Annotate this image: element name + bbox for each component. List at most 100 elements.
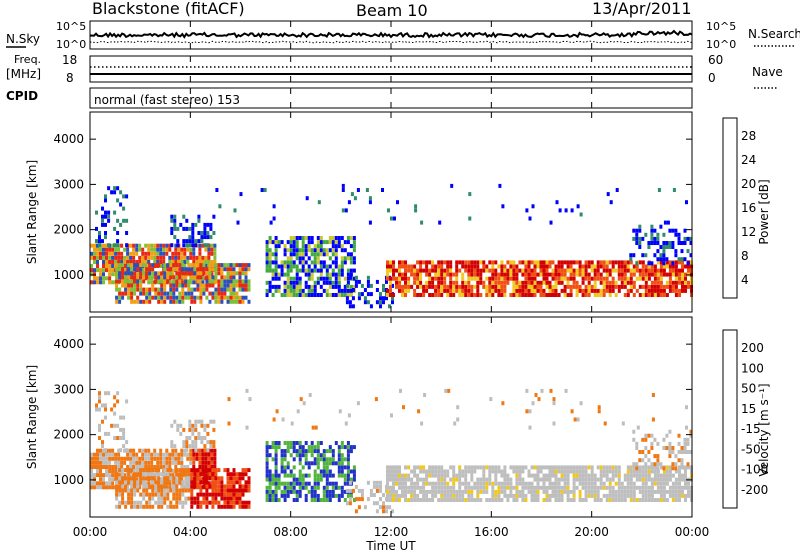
power-cell [564, 208, 568, 213]
power-cell [156, 255, 160, 260]
velocity-cell [310, 498, 314, 502]
velocity-cell [186, 456, 190, 461]
power-cell [605, 264, 609, 269]
power-cell [346, 236, 350, 240]
velocity-cell [638, 489, 642, 494]
power-cell [437, 260, 441, 265]
power-cell [145, 275, 149, 280]
velocity-cell [331, 449, 335, 454]
velocity-cell [271, 445, 275, 450]
power-cell [247, 263, 251, 268]
power-cell [319, 268, 323, 273]
velocity-cell [145, 492, 149, 497]
power-cell [175, 283, 179, 288]
velocity-cell [617, 477, 621, 482]
power-cell [328, 280, 332, 285]
velocity-cell [422, 481, 426, 486]
velocity-cell [130, 468, 134, 473]
velocity-cell [509, 477, 513, 482]
power-cell [617, 288, 621, 293]
power-cell [386, 272, 389, 277]
power-cell [114, 251, 118, 256]
power-cell [518, 280, 522, 285]
velocity-cell [518, 489, 522, 494]
power-cell [108, 280, 112, 285]
power-cell [187, 291, 191, 296]
velocity-cell [214, 488, 218, 493]
velocity-cell [153, 477, 157, 482]
power-cell [181, 263, 185, 268]
velocity-cell [425, 481, 429, 486]
power-cell [172, 283, 176, 288]
power-cell [340, 256, 344, 261]
power-cell [193, 299, 197, 304]
velocity-cell [295, 489, 299, 494]
power-cell [629, 257, 633, 262]
velocity-cell [102, 456, 105, 461]
velocity-cell [392, 473, 395, 478]
power-cell [650, 284, 654, 289]
power-cell [150, 247, 154, 252]
velocity-cell [545, 498, 549, 502]
power-cell [470, 264, 474, 269]
velocity-cell [346, 465, 350, 470]
velocity-cell [551, 485, 555, 490]
power-cell [280, 272, 284, 277]
power-cell [181, 271, 185, 276]
velocity-cell [346, 441, 350, 445]
power-cell [539, 260, 543, 265]
velocity-cell [145, 488, 149, 493]
velocity-cell [392, 477, 395, 482]
power-cell [208, 299, 212, 304]
velocity-cell [319, 498, 323, 502]
velocity-cell [313, 489, 317, 494]
velocity-cell [659, 493, 663, 498]
velocity-cell [659, 481, 663, 486]
power-cell [93, 272, 96, 277]
velocity-cell [509, 485, 513, 490]
velocity-cell [668, 450, 672, 454]
power-cell [188, 239, 192, 244]
power-cell [410, 284, 414, 289]
power-cell [307, 268, 311, 273]
power-cell [349, 284, 353, 289]
power-cell [615, 188, 619, 192]
power-cell [623, 293, 627, 297]
power-cell [395, 280, 398, 285]
power-cell [147, 260, 151, 264]
velocity-cell [419, 485, 423, 490]
velocity-cell [684, 493, 687, 498]
power-cell [105, 251, 108, 256]
power-cell [214, 291, 218, 296]
velocity-cell [283, 489, 287, 494]
velocity-cell [229, 500, 233, 505]
power-cell [668, 284, 672, 289]
velocity-cell [422, 498, 426, 502]
power-cell [310, 240, 314, 245]
velocity-cell [665, 481, 669, 486]
velocity-cell [135, 452, 139, 457]
power-cell [298, 293, 302, 297]
power-cell [611, 280, 615, 285]
velocity-cell [286, 485, 290, 490]
velocity-cell [138, 448, 142, 453]
velocity-cell [599, 469, 603, 474]
velocity-cell [157, 484, 161, 489]
power-cell [545, 293, 549, 297]
power-cell [509, 264, 513, 269]
velocity-cell [422, 469, 426, 474]
power-cell [101, 218, 104, 223]
velocity-cell [198, 469, 202, 473]
power-cell [307, 244, 311, 249]
velocity-cell [108, 485, 112, 490]
velocity-cell [659, 473, 663, 478]
velocity-cell [668, 465, 672, 470]
velocity-cell [392, 481, 395, 486]
velocity-cell [132, 448, 136, 453]
power-cell [626, 288, 630, 293]
power-cell [331, 293, 335, 297]
velocity-cell [456, 417, 460, 422]
velocity-cell [611, 465, 615, 470]
velocity-cell [402, 405, 405, 410]
power-cell [545, 268, 549, 273]
